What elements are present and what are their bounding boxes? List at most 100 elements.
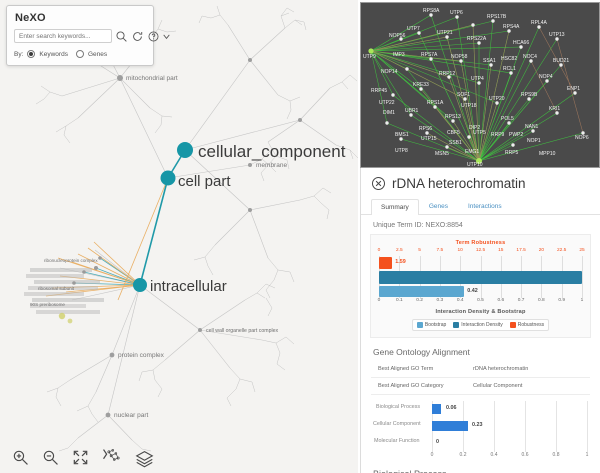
legend-label: Robustness [517,322,545,328]
radio-keywords[interactable] [27,50,36,58]
svg-text:RCL1: RCL1 [503,66,516,72]
chart-top-axis: 0 2.5 5 7.5 10 12.5 15 17.5 20 22.5 25 [377,248,585,256]
legend-item-bootstrap[interactable]: Bootstrap [416,322,447,328]
highlight-path [139,149,186,286]
svg-text:MSN5: MSN5 [435,151,449,157]
axis-tick: 0.3 [436,298,444,303]
svg-text:CBF5: CBF5 [447,130,460,136]
svg-text:90S preribosome: 90S preribosome [30,302,65,307]
svg-text:BMS1: BMS1 [395,132,409,138]
svg-text:BUD21: BUD21 [553,58,569,64]
tab-summary[interactable]: Summary [371,199,419,215]
refresh-icon[interactable] [131,30,144,43]
zoom-out-icon[interactable] [42,449,59,466]
legend-label: Bootstrap [424,322,447,328]
gene-node[interactable] [385,13,585,149]
bar-value-robustness: 1.59 [395,258,406,265]
term-robustness-chart: Term Robustness 0 2.5 5 7.5 10 12.5 15 1… [370,234,591,338]
svg-text:UTP5: UTP5 [473,130,486,136]
search-input[interactable] [14,29,112,43]
row-value: rDNA heterochromatin [473,366,529,372]
legend-label: Interaction Density [461,322,503,328]
detail-tabs: Summary Genes Interactions [361,198,600,215]
axis-tick: 0.8 [552,452,560,458]
svg-text:NOP6: NOP6 [575,135,589,141]
svg-text:NAN1: NAN1 [525,124,539,130]
detail-header: rDNA heterochromatin [361,168,600,195]
help-icon[interactable] [147,30,160,43]
svg-text:UTP21: UTP21 [437,30,453,36]
by-label: By: [14,50,24,58]
go-bar-row-cellular-component: Cellular Component 0.23 [370,418,591,435]
search-icon[interactable] [115,30,128,43]
axis-tick: 7.5 [436,248,444,253]
layers-icon[interactable] [135,449,154,467]
row-value: Cellular Component [473,383,523,389]
tree-node-cell-part[interactable] [160,170,176,186]
row-key: Best Aligned GO Category [378,383,444,389]
svg-text:UBR1: UBR1 [405,108,419,114]
zoom-in-icon[interactable] [12,449,29,466]
axis-tick: 0.2 [416,298,423,303]
svg-text:UTP13: UTP13 [549,32,565,38]
svg-text:UTP18: UTP18 [461,103,477,109]
legend-item-interaction-density[interactable]: Interaction Density [453,322,503,328]
svg-text:SSA1: SSA1 [483,58,496,64]
go-chart-axis: 0 0.2 0.4 0.6 0.8 1 [431,452,591,461]
cluster-teal-edges [73,257,141,286]
axis-tick: 12.5 [475,248,486,253]
ontology-tree-graph[interactable]: ribonucleoprotein complex ribosomal subu… [0,0,358,473]
axis-tick: 5 [418,248,421,253]
tree-label-organelle-part: cell wall organelle part complex [206,328,278,334]
go-alignment-chart: Biological Process 0.06 Cellular Compone… [370,401,591,461]
tab-interactions[interactable]: Interactions [467,203,502,210]
axis-tick: 15 [498,248,504,253]
svg-text:IMP3: IMP3 [393,52,405,58]
chart-plot-area: 1.59 0.42 [379,256,583,298]
svg-text:UTP8: UTP8 [395,148,408,154]
gene-interaction-network[interactable]: UTP9 UTP10 RPS8A UTP6 UTP7 RPS17B NOP56 … [360,2,600,168]
go-alignment-title: Gene Ontology Alignment [373,347,470,357]
table-row: Best Aligned GO Term rDNA heterochromati… [371,361,590,378]
ontology-tree-panel[interactable]: ribonucleoprotein complex ribosomal subu… [0,0,358,473]
axis-tick: 17.5 [516,248,526,253]
svg-text:ribosomal subunit: ribosomal subunit [38,286,75,291]
legend-item-robustness[interactable]: Robustness [509,322,545,328]
tree-node-cellular-component[interactable] [177,142,193,158]
go-bar-label: Cellular Component [373,421,421,427]
go-bar-row-biological-process: Biological Process 0.06 [370,401,591,418]
svg-text:RRP9: RRP9 [491,132,505,138]
collapse-network-icon[interactable] [102,448,122,466]
svg-text:RPS1A: RPS1A [427,100,444,106]
svg-text:RPS6: RPS6 [419,126,432,132]
chevron-down-icon[interactable] [163,30,170,43]
fit-screen-icon[interactable] [72,449,89,466]
bar-interaction-density [379,271,582,284]
bar-robustness [379,257,392,269]
svg-text:RPS9B: RPS9B [521,92,538,98]
axis-tick: 0 [377,248,381,253]
svg-text:KRE33: KRE33 [413,82,429,88]
go-bar-value: 0 [436,438,439,445]
tab-genes[interactable]: Genes [428,203,448,210]
tree-label-nuclear-part: nuclear part [114,412,149,419]
tree-label-cell-part: cell part [178,173,231,190]
search-panel[interactable]: NeXO [6,5,170,66]
row-key: Best Aligned GO Term [378,366,434,372]
gene-hub-node-utp10[interactable] [476,158,482,164]
search-row [14,29,170,43]
chart-title-term-robustness: Term Robustness [455,240,506,246]
unique-term-id: Unique Term ID: NEXO:8854 [373,222,463,229]
axis-tick: 0.8 [538,298,545,303]
tree-node-intracellular[interactable] [133,278,147,292]
svg-text:RPS13: RPS13 [445,114,461,120]
bar-value-bootstrap: 0.42 [467,287,478,294]
gene-hub-node-utp9[interactable] [368,48,374,54]
radio-genes[interactable] [75,50,84,58]
close-circle-icon[interactable] [371,176,386,191]
svg-text:NOP14: NOP14 [381,69,398,75]
axis-tick: 0.1 [395,298,403,303]
svg-text:DIM1: DIM1 [383,110,395,116]
gene-network-graph[interactable]: UTP9 UTP10 RPS8A UTP6 UTP7 RPS17B NOP56 … [361,3,599,167]
